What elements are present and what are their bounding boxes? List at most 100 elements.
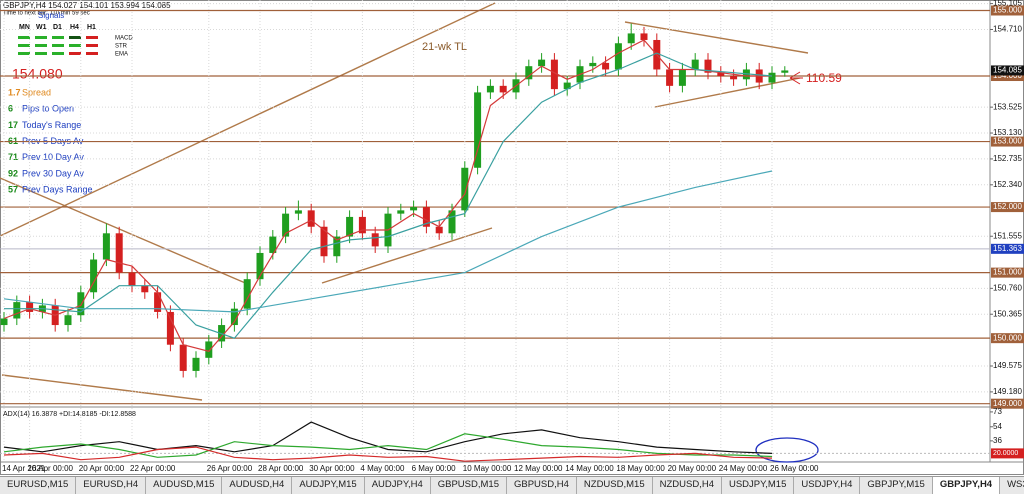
level-box [991,71,1024,82]
trendline-label: 21-wk TL [422,41,467,53]
timeframe: H4 [70,24,79,31]
candle-body [717,72,725,77]
candle-body [781,70,789,73]
candle-body [448,210,456,234]
indicator-name: MACD [115,36,133,42]
candle-body [269,236,277,253]
stat-value: 1.7 [8,87,21,97]
y-tick-label: 153.525 [993,102,1022,111]
tab[interactable]: EURUSD,M15 [0,477,77,494]
candle-body [320,226,328,257]
candle-body [294,210,302,214]
indicator-line [3,39,772,352]
tab[interactable]: NZDUSD,M15 [577,477,653,494]
timeframe: W1 [36,24,47,31]
x-tick-label: 14 May 00:00 [565,464,614,473]
y-tick-label: 150.365 [993,309,1022,318]
x-tick-label: 14 Apr 2021 [2,464,46,473]
candle-body [589,62,597,67]
candle-body [102,233,110,260]
x-tick-label: 16 Apr 00:00 [28,464,74,473]
trend-line [624,21,809,54]
candle-body [627,33,635,44]
x-tick-label: 20 Apr 00:00 [79,464,125,473]
stat-value: 57 [8,185,18,195]
x-tick-label: 26 May 00:00 [770,464,819,473]
candle-body [499,85,507,93]
signal [18,36,30,39]
stat-value: 6 [8,104,13,114]
y-tick-label: 73 [993,407,1002,416]
level-box [991,5,1024,16]
signal [69,36,81,39]
stat-label: Prev Days Range [22,185,93,195]
level-label: 152.000 [993,202,1022,211]
level-label: 149.000 [993,399,1022,408]
candle-body [0,318,8,326]
indicator-line [4,52,773,339]
x-tick-label: 18 May 00:00 [616,464,665,473]
y-tick-label: 155.105 [993,0,1022,8]
signal [52,36,64,39]
candle-body [410,207,418,211]
level-box [991,333,1024,344]
adx-title: ADX(14) 16.3878 +DI:14.8185 -DI:12.8588 [3,411,136,418]
level-label: 153.000 [993,137,1022,146]
y-tick-label: 151.555 [993,231,1022,240]
tab[interactable]: AUDUSD,M15 [146,477,223,494]
timeframe: MN [19,24,30,31]
y-tick-label: 149.180 [993,387,1022,396]
candle-body [179,344,187,371]
signal [35,44,47,47]
candle-body [397,210,405,214]
candle-body [128,272,136,286]
candle-body [13,302,21,319]
candle-body [602,62,610,70]
y-tick-label: 152.340 [993,180,1022,189]
tab[interactable]: NZDUSD,H4 [653,477,722,494]
candle-body [333,236,341,257]
signal [69,52,81,55]
x-tick-label: 24 May 00:00 [719,464,768,473]
tab[interactable]: EURUSD,H4 [76,477,147,494]
tab[interactable]: USDJPY,M15 [722,477,795,494]
tab[interactable]: AUDJPY,H4 [365,477,431,494]
x-tick-label: 26 Apr 00:00 [207,464,253,473]
level-box [991,398,1024,409]
level-label: 155.000 [993,6,1022,15]
y-tick-label: 149.575 [993,361,1022,370]
tab[interactable]: USDJPY,H4 [794,477,861,494]
stat-label: Spread [22,87,51,97]
tab[interactable]: GBPUSD,H4 [507,477,577,494]
candle-body [26,302,34,312]
trend-line [1,374,203,401]
tab[interactable]: GBPJPY,H4 [932,477,1001,494]
tab[interactable]: GBPUSD,M15 [431,477,507,494]
x-tick-label: 20 May 00:00 [668,464,717,473]
candle-body [77,292,85,316]
timeframes: MN W1 D1 H4 H1 [19,24,96,31]
current-price: 154.085 [993,66,1022,75]
highlight-ellipse [755,437,819,463]
tab[interactable]: AUDJPY,M15 [292,477,365,494]
candle-body [115,233,123,273]
countdown-arrow [789,71,803,85]
tab[interactable]: WS30,H4 [1000,477,1024,494]
tab[interactable]: GBPJPY,M15 [860,477,933,494]
candle-body [550,59,558,90]
stat-value: 71 [8,152,18,162]
candle-body [666,69,674,86]
marker-box [991,243,1024,254]
stat-label: Today's Range [22,120,81,130]
candle-body [704,59,712,73]
candle-body [192,357,200,371]
x-tick-label: 28 Apr 00:00 [258,464,304,473]
tab[interactable]: AUDUSD,H4 [222,477,293,494]
y-tick-label: 153.130 [993,128,1022,137]
candle-body [678,69,686,86]
timeframe: H1 [87,24,96,31]
signal [86,36,98,39]
candle-body [166,311,174,345]
signal [52,52,64,55]
